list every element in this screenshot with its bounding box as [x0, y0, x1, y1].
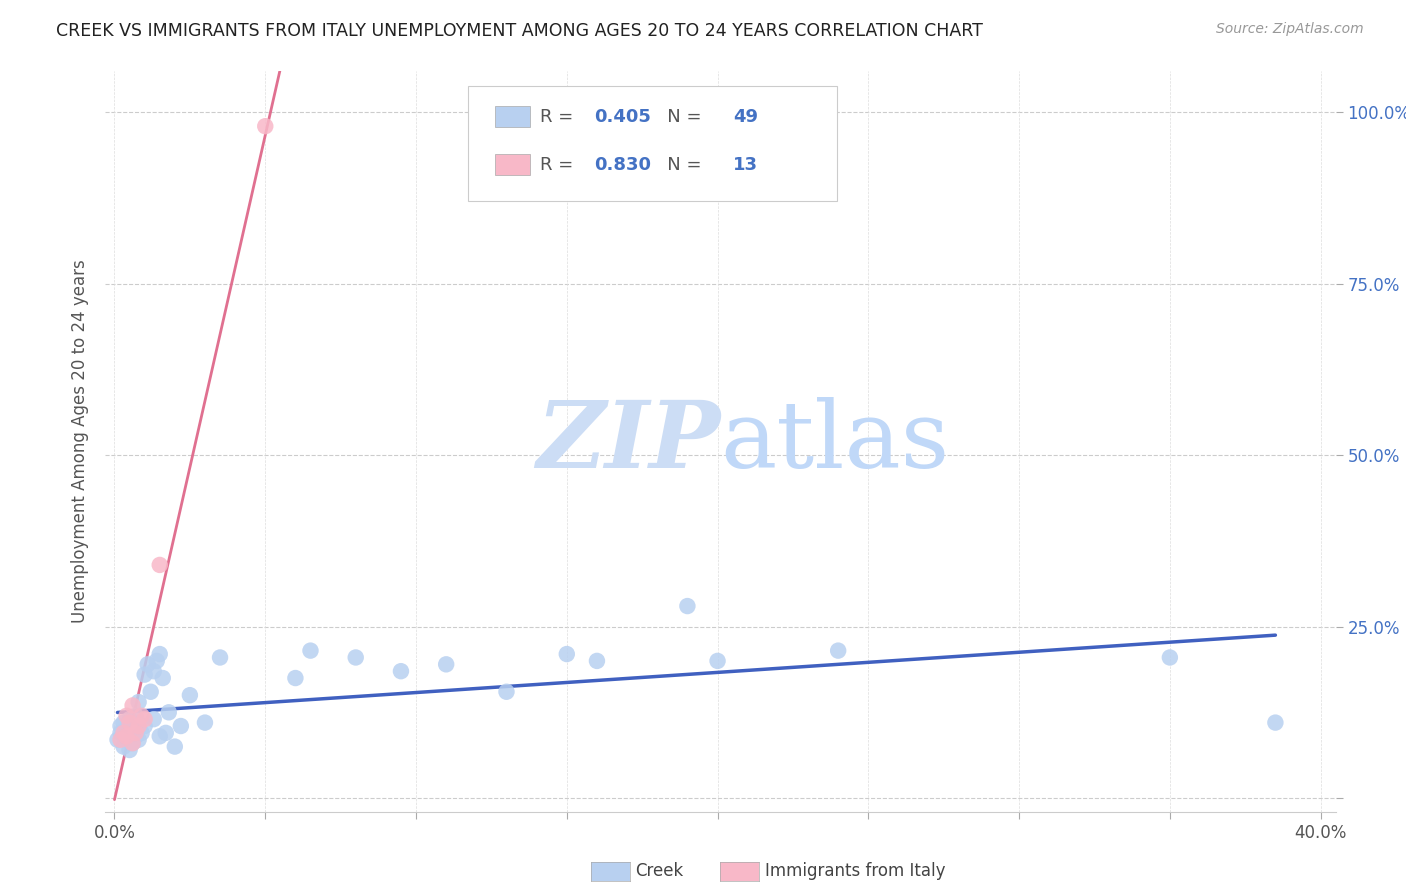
FancyBboxPatch shape — [495, 106, 530, 127]
Text: ZIP: ZIP — [536, 397, 721, 486]
Point — [121, 736, 143, 750]
Text: Immigrants from Italy: Immigrants from Italy — [765, 863, 945, 880]
Point — [142, 664, 165, 678]
Point — [115, 729, 138, 743]
Point — [124, 726, 146, 740]
Point — [124, 708, 146, 723]
Point — [142, 712, 165, 726]
Point — [149, 647, 172, 661]
Text: R =: R = — [540, 108, 579, 126]
Point — [827, 643, 849, 657]
Point — [124, 723, 146, 737]
Point — [152, 671, 174, 685]
Point — [110, 732, 132, 747]
Point — [121, 736, 143, 750]
Point — [112, 715, 135, 730]
Point — [128, 695, 150, 709]
Point — [155, 726, 177, 740]
Text: N =: N = — [651, 155, 707, 174]
FancyBboxPatch shape — [495, 154, 530, 175]
Point — [118, 726, 141, 740]
Point — [284, 671, 307, 685]
Point — [115, 708, 138, 723]
Point — [389, 664, 412, 678]
Point — [495, 685, 517, 699]
Point — [115, 723, 138, 737]
Point — [118, 712, 141, 726]
Point — [134, 667, 156, 681]
Point — [1159, 650, 1181, 665]
Point — [121, 698, 143, 713]
Point — [134, 712, 156, 726]
Point — [124, 729, 146, 743]
Text: CREEK VS IMMIGRANTS FROM ITALY UNEMPLOYMENT AMONG AGES 20 TO 24 YEARS CORRELATIO: CREEK VS IMMIGRANTS FROM ITALY UNEMPLOYM… — [56, 22, 983, 40]
Point — [194, 715, 217, 730]
Point — [586, 654, 609, 668]
Point — [107, 732, 129, 747]
Point — [131, 708, 153, 723]
Text: R =: R = — [540, 155, 579, 174]
Point — [344, 650, 367, 665]
Point — [706, 654, 728, 668]
Point — [115, 732, 138, 747]
Point — [1264, 715, 1286, 730]
Point — [128, 719, 150, 733]
Text: 13: 13 — [733, 155, 758, 174]
Point — [131, 726, 153, 740]
Y-axis label: Unemployment Among Ages 20 to 24 years: Unemployment Among Ages 20 to 24 years — [72, 260, 90, 624]
Point — [118, 743, 141, 757]
Point — [299, 643, 322, 657]
Point — [128, 732, 150, 747]
Point — [112, 726, 135, 740]
Text: 0.405: 0.405 — [593, 108, 651, 126]
Point — [163, 739, 186, 754]
Point — [121, 719, 143, 733]
Point — [134, 719, 156, 733]
Point — [170, 719, 193, 733]
Point — [112, 739, 135, 754]
Point — [434, 657, 457, 672]
Point — [208, 650, 231, 665]
FancyBboxPatch shape — [468, 87, 838, 201]
Text: atlas: atlas — [721, 397, 950, 486]
Point — [157, 706, 180, 720]
Text: 49: 49 — [733, 108, 758, 126]
Text: N =: N = — [651, 108, 707, 126]
Point — [136, 657, 159, 672]
Point — [118, 715, 141, 730]
Text: Source: ZipAtlas.com: Source: ZipAtlas.com — [1216, 22, 1364, 37]
Point — [179, 688, 201, 702]
Point — [149, 558, 172, 572]
Point — [110, 726, 132, 740]
Point — [139, 685, 162, 699]
Text: 0.830: 0.830 — [593, 155, 651, 174]
Point — [555, 647, 578, 661]
Text: Creek: Creek — [636, 863, 683, 880]
Point — [676, 599, 699, 613]
Point — [112, 729, 135, 743]
Point — [149, 729, 172, 743]
Point — [254, 119, 277, 133]
Point — [110, 719, 132, 733]
Point — [145, 654, 167, 668]
